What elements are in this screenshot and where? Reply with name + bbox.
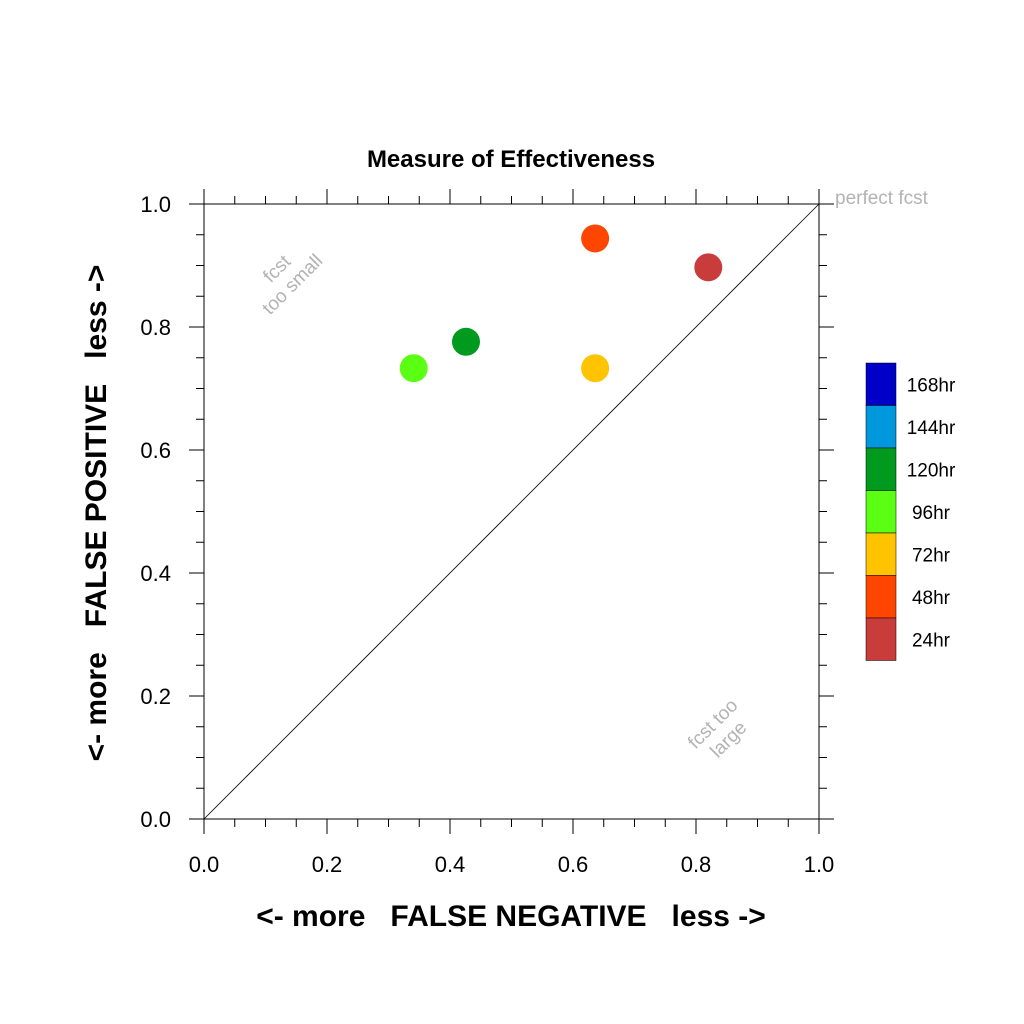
legend-swatch-168hr bbox=[865, 362, 897, 406]
x-tick-label: 0.0 bbox=[189, 852, 220, 877]
legend-label-120hr: 120hr bbox=[907, 460, 956, 481]
legend-swatch-48hr bbox=[865, 575, 897, 619]
legend-swatch-24hr bbox=[865, 617, 897, 661]
y-tick-label: 0.8 bbox=[140, 315, 171, 340]
legend-label-48hr: 48hr bbox=[912, 588, 951, 609]
data-point-120hr bbox=[451, 327, 480, 356]
tick-labels: 0.0 0.2 0.4 0.6 0.8 1.0 0.0 0.2 0.4 0.6 0.8 1.0 bbox=[140, 192, 834, 877]
x-tick-label: 0.4 bbox=[435, 852, 466, 877]
legend: 168hr 144hr 120hr 96hr 72hr 48hr 24hr bbox=[865, 362, 956, 661]
x-tick-label: 1.0 bbox=[804, 852, 835, 877]
y-tick-label: 0.2 bbox=[140, 684, 171, 709]
y-tick-label: 1.0 bbox=[140, 192, 171, 217]
x-tick-label: 0.6 bbox=[558, 852, 589, 877]
annotation-perfect-fcst: perfect fcst bbox=[835, 188, 929, 209]
x-tick-label: 0.8 bbox=[681, 852, 712, 877]
annotation-too-small: fcst too small bbox=[259, 251, 328, 320]
perfect-forecast-line bbox=[203, 203, 820, 820]
y-tick-label: 0.4 bbox=[140, 561, 171, 586]
legend-label-144hr: 144hr bbox=[907, 418, 956, 439]
data-point-24hr bbox=[694, 253, 723, 282]
data-point-72hr bbox=[581, 354, 610, 383]
legend-swatch-120hr bbox=[865, 447, 897, 491]
legend-swatch-72hr bbox=[865, 532, 897, 576]
annotation-too-large: fcst too large bbox=[684, 695, 751, 762]
x-tick-label: 0.2 bbox=[312, 852, 343, 877]
legend-swatch-144hr bbox=[865, 405, 897, 449]
legend-label-96hr: 96hr bbox=[912, 503, 951, 524]
chart-title: Measure of Effectiveness bbox=[367, 146, 655, 173]
legend-label-168hr: 168hr bbox=[907, 375, 956, 396]
data-point-96hr bbox=[399, 354, 428, 383]
data-points bbox=[399, 224, 723, 383]
y-tick-label: 0.0 bbox=[140, 807, 171, 832]
plot-area: 0.0 0.2 0.4 0.6 0.8 1.0 0.0 0.2 0.4 0.6 0.8 1.0 bbox=[140, 189, 834, 877]
legend-swatch-96hr bbox=[865, 490, 897, 534]
annotation-too-small-line2: too small bbox=[259, 251, 328, 320]
legend-label-24hr: 24hr bbox=[912, 630, 951, 651]
data-point-48hr bbox=[581, 224, 610, 253]
y-axis-label: <- more FALSE POSITIVE less -> bbox=[80, 265, 113, 762]
ticks bbox=[189, 189, 834, 834]
legend-label-72hr: 72hr bbox=[912, 545, 951, 566]
x-axis-label: <- more FALSE NEGATIVE less -> bbox=[256, 900, 766, 933]
y-tick-label: 0.6 bbox=[140, 438, 171, 463]
